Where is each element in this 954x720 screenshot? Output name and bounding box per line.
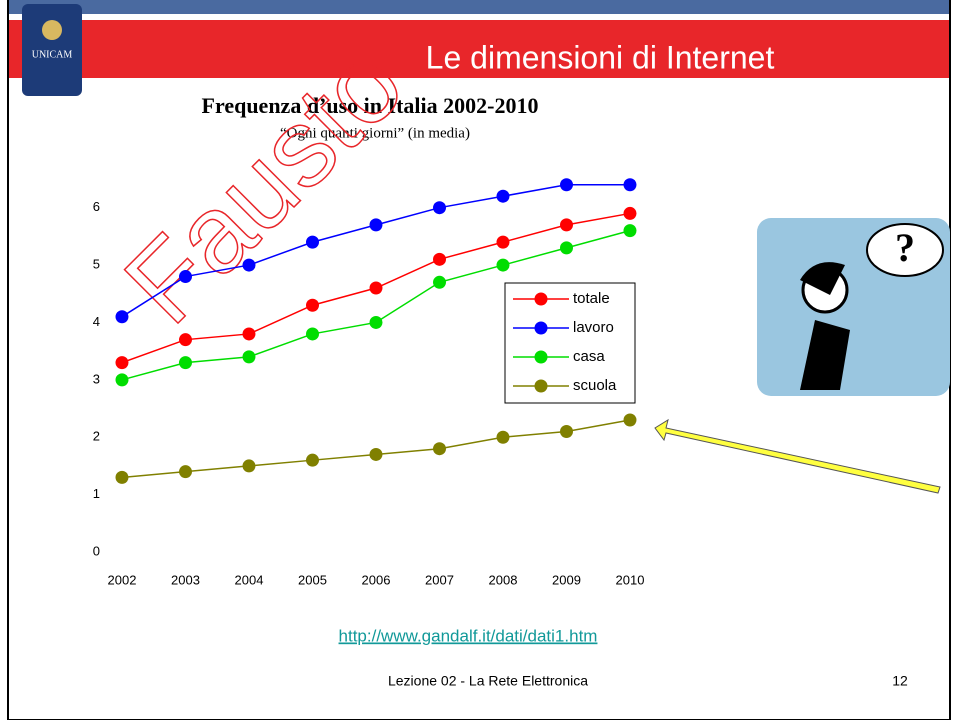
legend-marker <box>534 321 548 335</box>
data-point <box>433 275 446 289</box>
y-tick-label: 1 <box>93 486 100 501</box>
y-tick-label: 2 <box>93 429 100 444</box>
data-point <box>433 442 446 456</box>
data-point <box>242 258 256 272</box>
legend-marker <box>534 350 548 364</box>
slide-title: Le dimensioni di Internet <box>426 39 775 75</box>
data-point <box>115 356 129 370</box>
x-tick-label: 2006 <box>362 572 391 587</box>
data-point <box>242 459 256 473</box>
page-number: 12 <box>892 673 908 689</box>
data-point <box>560 178 573 192</box>
header-bar <box>9 20 949 78</box>
x-tick-label: 2004 <box>235 572 264 587</box>
data-point <box>306 235 319 249</box>
legend-label: totale <box>573 290 610 307</box>
chart-title: Frequenza d’uso in Italia 2002-2010 <box>202 93 539 118</box>
data-point <box>623 178 637 192</box>
data-point <box>623 413 637 427</box>
logo-text: UNICAM <box>32 49 73 60</box>
legend-label: casa <box>573 348 605 365</box>
data-point <box>369 281 383 295</box>
legend-marker <box>534 379 548 393</box>
data-point <box>560 424 573 438</box>
data-point <box>179 465 192 479</box>
y-tick-label: 0 <box>93 543 100 558</box>
x-tick-label: 2003 <box>171 572 200 587</box>
data-point <box>369 315 383 329</box>
data-point <box>115 373 129 387</box>
data-point <box>115 310 129 324</box>
data-point <box>560 241 573 255</box>
logo-crest <box>42 20 62 40</box>
data-point <box>496 430 510 444</box>
y-tick-label: 3 <box>93 371 100 386</box>
chart-subtitle: “Ogni quanti giorni” (in media) <box>280 125 470 141</box>
data-point <box>623 224 637 238</box>
clipart: ? <box>757 218 950 396</box>
data-point <box>496 235 510 249</box>
data-point <box>306 327 319 341</box>
data-point <box>560 218 573 232</box>
data-point <box>369 218 383 232</box>
y-tick-label: 4 <box>93 314 100 329</box>
data-point <box>433 201 446 215</box>
data-point <box>623 206 637 220</box>
x-tick-label: 2009 <box>552 572 581 587</box>
legend-box <box>504 282 636 404</box>
legend-marker <box>534 292 548 306</box>
y-tick-label: 5 <box>93 257 100 272</box>
svg-text:?: ? <box>895 225 915 270</box>
x-tick-label: 2002 <box>108 572 137 587</box>
data-point <box>179 356 192 370</box>
data-point <box>179 270 192 284</box>
data-point <box>369 447 383 461</box>
footer: Lezione 02 - La Rete Elettronica <box>388 673 588 689</box>
x-tick-label: 2010 <box>616 572 645 587</box>
data-point <box>306 453 319 467</box>
source-link[interactable]: http://www.gandalf.it/dati/dati1.htm <box>339 626 598 645</box>
data-point <box>496 258 510 272</box>
data-point <box>306 298 319 312</box>
logo <box>22 4 82 96</box>
data-point <box>242 350 256 364</box>
x-tick-label: 2008 <box>489 572 518 587</box>
y-tick-label: 6 <box>93 199 100 214</box>
legend-label: scuola <box>573 377 617 394</box>
data-point <box>115 470 129 484</box>
data-point <box>433 252 446 266</box>
data-point <box>179 333 192 347</box>
data-point <box>242 327 256 341</box>
arrow <box>654 418 941 494</box>
data-point <box>496 189 510 203</box>
header-top-bar <box>9 0 949 14</box>
x-tick-label: 2007 <box>425 572 454 587</box>
x-tick-label: 2005 <box>298 572 327 587</box>
legend-label: lavoro <box>573 319 614 336</box>
